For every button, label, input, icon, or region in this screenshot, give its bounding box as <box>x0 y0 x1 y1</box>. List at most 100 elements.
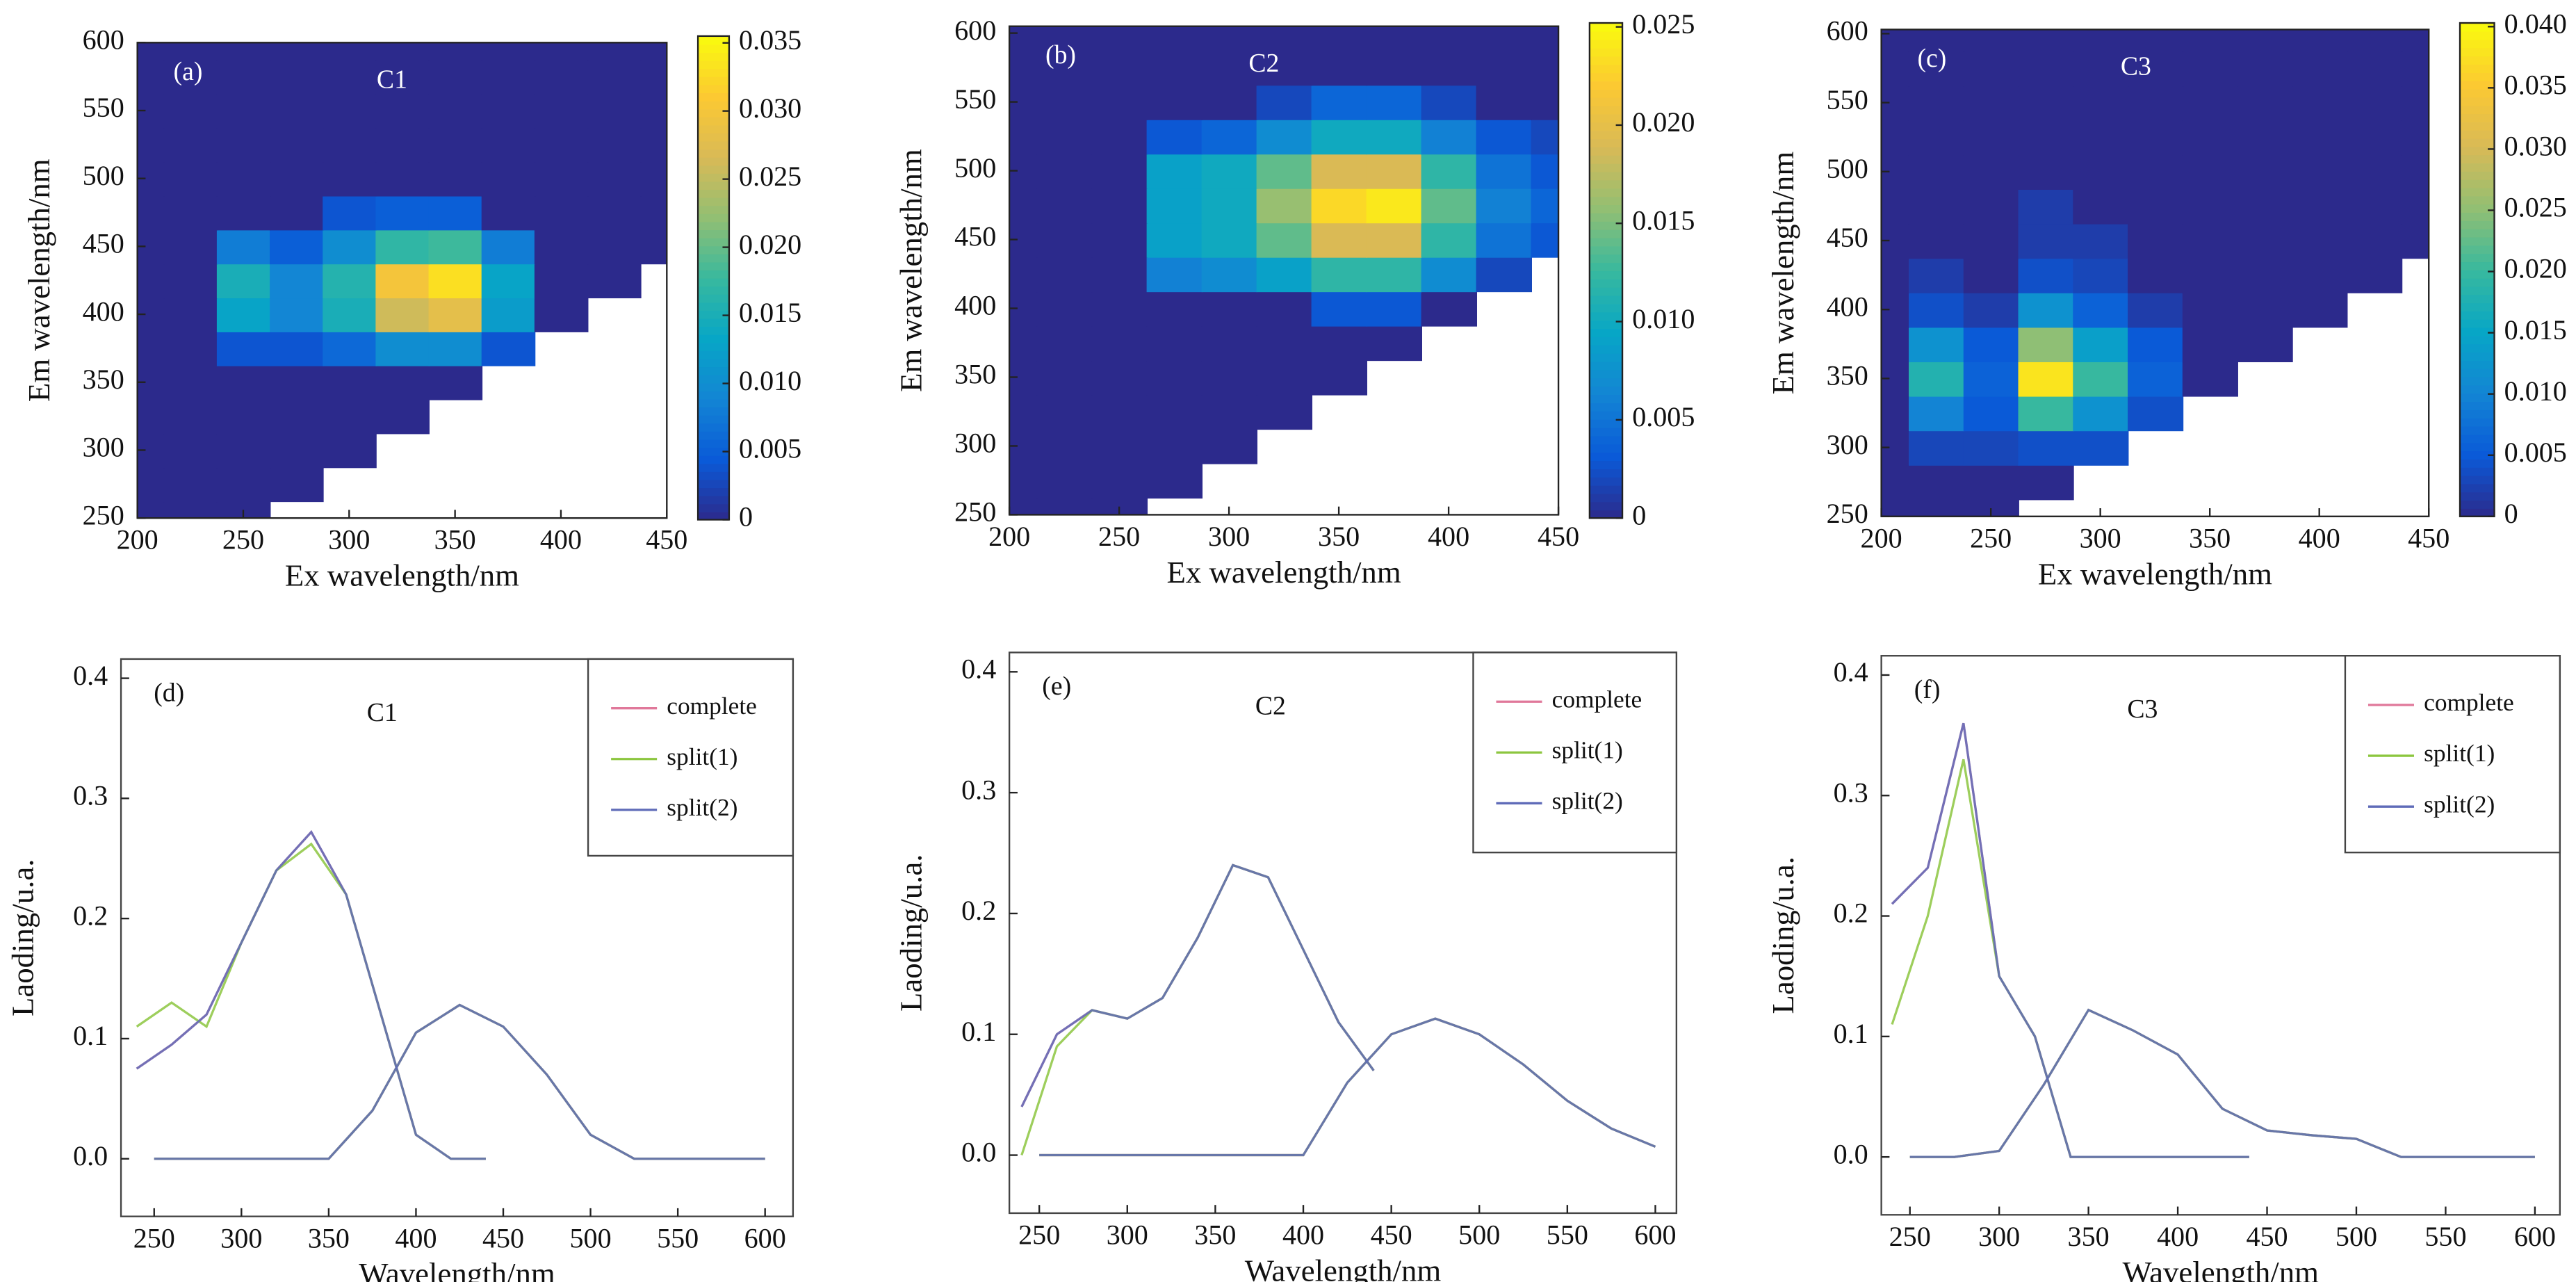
cell <box>163 331 218 366</box>
colorbar-tick-label: 0.005 <box>2504 437 2567 468</box>
colorbar-step <box>1589 419 1623 428</box>
cell <box>137 466 165 503</box>
cell <box>1091 463 1148 499</box>
cell <box>2292 223 2348 259</box>
colorbar-frame <box>1588 22 1624 519</box>
colorbar-step <box>698 423 729 432</box>
cell <box>2182 257 2238 293</box>
heatmap <box>1009 26 1559 515</box>
cell <box>1963 396 2019 432</box>
colorbar-frame <box>696 35 731 521</box>
cell <box>375 93 430 129</box>
cell <box>216 365 271 400</box>
colorbar-step <box>1589 435 1623 445</box>
cell <box>1311 84 1368 120</box>
colorbar-step <box>698 149 729 158</box>
colorbar-step <box>2460 56 2495 65</box>
cell <box>481 93 536 129</box>
cell <box>481 297 536 332</box>
cell <box>587 42 642 61</box>
cell <box>1009 257 1038 293</box>
panel-label: (c) <box>1917 44 1946 73</box>
colorbar-step <box>2460 236 2495 246</box>
cell <box>2347 154 2403 190</box>
cell <box>2292 85 2348 121</box>
colorbar-step <box>2460 138 2495 147</box>
colorbar-step <box>698 302 729 311</box>
cell <box>1366 291 1423 327</box>
cell <box>1908 464 1965 501</box>
colorbar-step <box>698 471 729 480</box>
cell <box>587 263 642 299</box>
cell <box>2182 361 2238 397</box>
colorbar-step <box>2460 343 2495 353</box>
panel-title: C2 <box>1248 49 1279 78</box>
series-line <box>154 1003 765 1160</box>
cell <box>1531 119 1559 155</box>
cell <box>1311 119 1368 155</box>
cell <box>428 42 483 61</box>
y-axis-label: Laoding/u.a. <box>894 854 929 1012</box>
cell <box>1091 50 1148 86</box>
cell <box>2182 326 2238 363</box>
cell <box>2347 257 2403 293</box>
colorbar-step <box>2460 72 2495 81</box>
cell <box>270 93 324 129</box>
panel-label: (d) <box>154 678 184 707</box>
cell <box>428 195 483 231</box>
x-tick-label: 250 <box>1889 1221 1931 1252</box>
cell <box>1963 326 2019 363</box>
cell <box>2018 430 2074 466</box>
cell <box>270 263 324 299</box>
colorbar-step <box>1589 237 1623 247</box>
x-axis-label: Ex wavelength/nm <box>1167 555 1401 590</box>
cell <box>2237 223 2293 259</box>
cell <box>1201 119 1258 155</box>
colorbar-step <box>2460 220 2495 229</box>
colorbar-step <box>2460 261 2495 270</box>
cell <box>1908 292 1965 328</box>
cell <box>163 42 218 61</box>
x-tick-label: 450 <box>646 524 687 555</box>
cell <box>640 161 667 197</box>
cell <box>428 229 483 265</box>
cell <box>1908 257 1965 293</box>
colorbar-step <box>698 310 729 319</box>
colorbar-step <box>698 35 729 45</box>
x-tick-label: 250 <box>133 1222 175 1253</box>
y-tick-label: 500 <box>954 152 996 184</box>
colorbar-tick-label: 0 <box>2504 498 2518 529</box>
cell <box>1421 26 1478 51</box>
cell <box>216 466 271 503</box>
x-axis-label: Wavelength/nm <box>2122 1255 2319 1282</box>
cell <box>2018 85 2074 121</box>
cell <box>2128 120 2184 156</box>
colorbar-step <box>2460 492 2495 501</box>
colorbar-step <box>1589 88 1623 98</box>
cell <box>534 93 589 129</box>
cell <box>270 297 324 332</box>
cell <box>2018 257 2074 293</box>
cell <box>2073 188 2129 225</box>
cell <box>163 195 218 231</box>
colorbar-step <box>698 487 729 496</box>
colorbar-tick-label: 0.005 <box>739 433 801 464</box>
cell <box>1009 50 1038 86</box>
colorbar-step <box>1589 147 1623 156</box>
cell <box>1036 153 1093 189</box>
cell <box>1366 222 1423 258</box>
colorbar-step <box>1589 378 1623 387</box>
x-tick-label: 450 <box>1538 521 1579 552</box>
colorbar-tick-label: 0.035 <box>739 24 801 56</box>
cell <box>1146 153 1203 189</box>
colorbar-step <box>1589 427 1623 437</box>
colorbar-step <box>698 76 729 86</box>
cell <box>1091 394 1148 430</box>
cell <box>270 42 324 61</box>
colorbar-step <box>1589 64 1623 74</box>
cell <box>323 297 377 332</box>
panel-title: C2 <box>1255 691 1286 720</box>
cell <box>137 263 165 299</box>
cell <box>2182 85 2238 121</box>
colorbar-step <box>1589 278 1623 288</box>
